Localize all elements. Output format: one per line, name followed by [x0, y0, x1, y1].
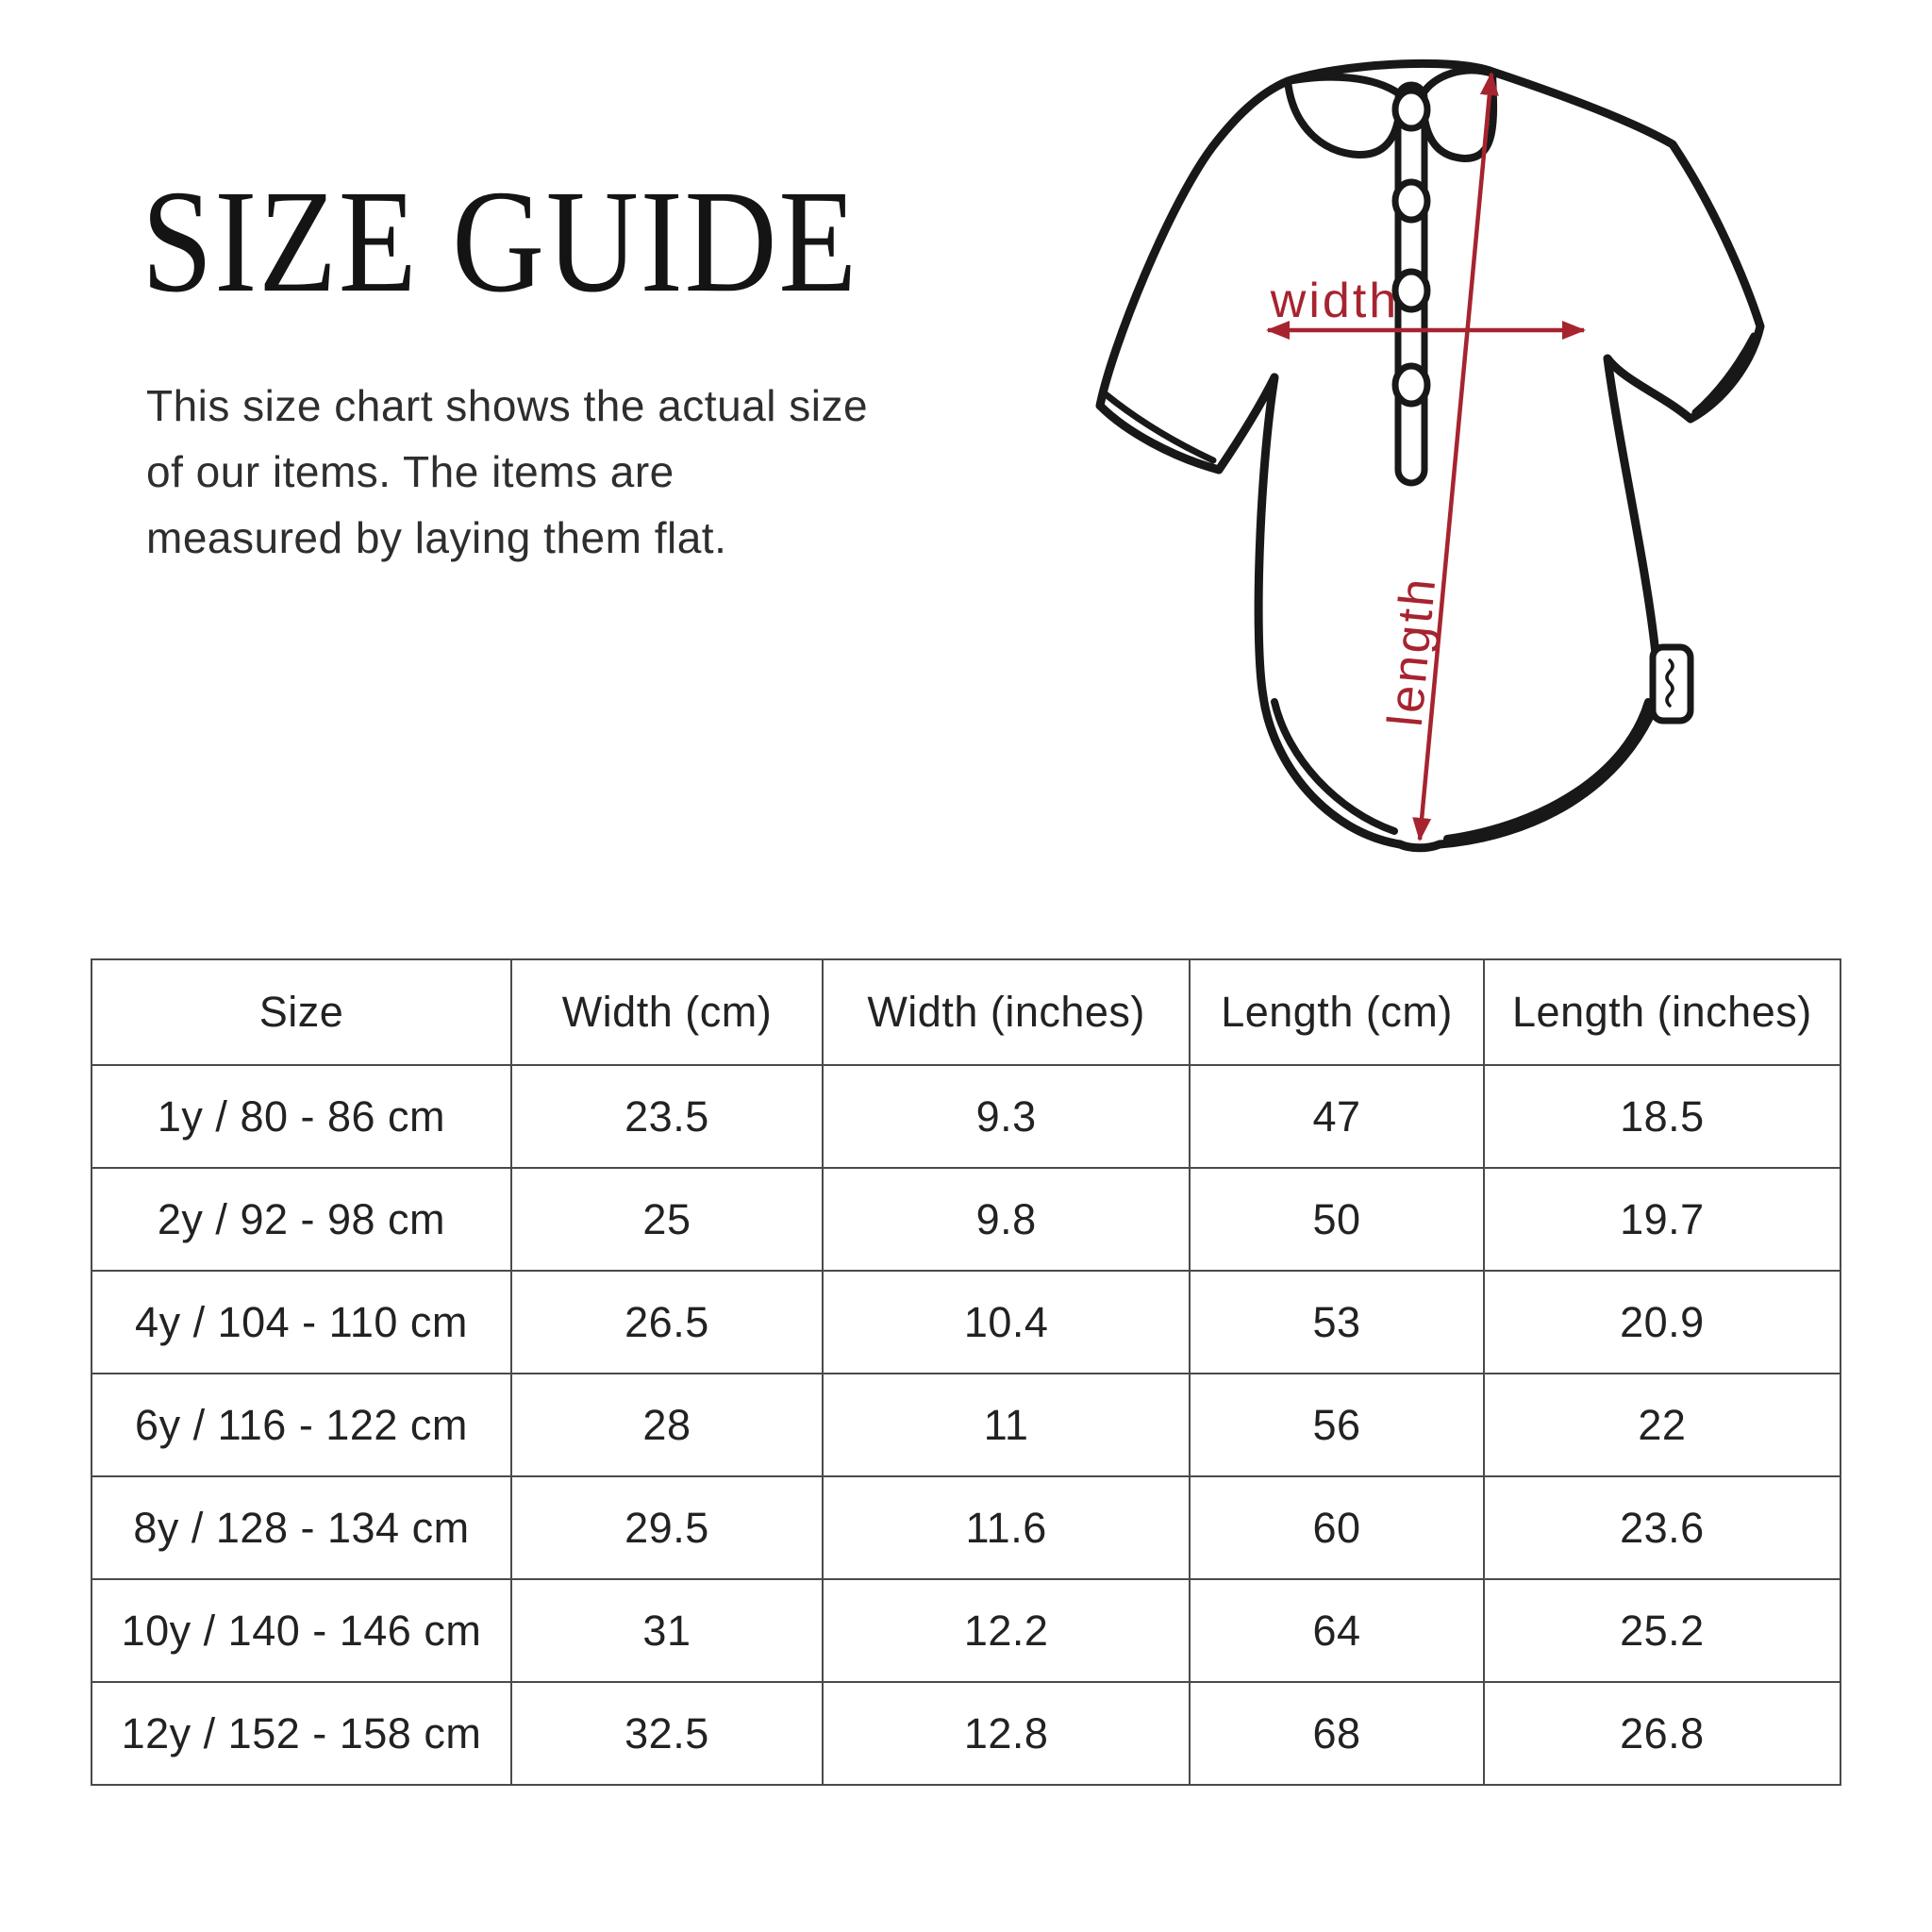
cell-length-cm: 60	[1189, 1475, 1485, 1580]
cell-width-in: 12.2	[821, 1578, 1191, 1683]
cell-length-cm: 50	[1189, 1167, 1485, 1272]
table-row: 8y / 128 - 134 cm 29.5 11.6 60 23.6	[91, 1475, 1842, 1580]
width-label: width	[1270, 274, 1399, 328]
table-row: 1y / 80 - 86 cm 23.5 9.3 47 18.5	[91, 1064, 1842, 1169]
cell-width-cm: 23.5	[509, 1064, 824, 1169]
cell-length-in: 26.8	[1482, 1681, 1842, 1786]
cell-length-cm: 68	[1189, 1681, 1485, 1786]
cell-length-in: 20.9	[1482, 1270, 1842, 1374]
cell-size: 10y / 140 - 146 cm	[91, 1578, 512, 1683]
cell-width-in: 11	[821, 1373, 1191, 1477]
cell-size: 4y / 104 - 110 cm	[91, 1270, 512, 1374]
column-header-size: Size	[91, 958, 512, 1066]
cell-width-cm: 26.5	[509, 1270, 824, 1374]
cell-length-in: 25.2	[1482, 1578, 1842, 1683]
side-tag	[1649, 643, 1694, 724]
cell-width-in: 11.6	[821, 1475, 1191, 1580]
cell-length-in: 18.5	[1482, 1064, 1842, 1169]
cell-length-cm: 53	[1189, 1270, 1485, 1374]
column-header-length-cm: Length (cm)	[1189, 958, 1485, 1066]
cell-size: 2y / 92 - 98 cm	[91, 1167, 512, 1272]
button	[1391, 268, 1431, 313]
cell-length-cm: 64	[1189, 1578, 1485, 1683]
cell-width-in: 9.8	[821, 1167, 1191, 1272]
measurement-arrows	[1266, 72, 1586, 841]
cell-length-in: 19.7	[1482, 1167, 1842, 1272]
column-header-length-inches: Length (inches)	[1482, 958, 1842, 1066]
table-row: 12y / 152 - 158 cm 32.5 12.8 68 26.8	[91, 1681, 1842, 1786]
cell-length-cm: 56	[1189, 1373, 1485, 1477]
size-table: Size Width (cm) Width (inches) Length (c…	[91, 958, 1842, 1786]
button	[1391, 87, 1431, 132]
cell-length-in: 22	[1482, 1373, 1842, 1477]
cell-size: 12y / 152 - 158 cm	[91, 1681, 512, 1786]
cell-width-in: 10.4	[821, 1270, 1191, 1374]
table-row: 6y / 116 - 122 cm 28 11 56 22	[91, 1373, 1842, 1477]
cell-length-in: 23.6	[1482, 1475, 1842, 1580]
cell-width-cm: 25	[509, 1167, 824, 1272]
cell-width-cm: 28	[509, 1373, 824, 1477]
button	[1391, 362, 1431, 408]
table-row: 4y / 104 - 110 cm 26.5 10.4 53 20.9	[91, 1270, 1842, 1374]
size-guide-title: SIZE GUIDE	[142, 159, 858, 323]
column-header-width-inches: Width (inches)	[821, 958, 1191, 1066]
size-guide-description: This size chart shows the actual size of…	[146, 381, 869, 562]
cell-width-cm: 31	[509, 1578, 824, 1683]
cell-size: 6y / 116 - 122 cm	[91, 1373, 512, 1477]
bodysuit-measurement-diagram: width length	[1095, 58, 1765, 853]
cell-size: 8y / 128 - 134 cm	[91, 1475, 512, 1580]
collar-left	[1284, 73, 1405, 159]
cell-length-cm: 47	[1189, 1064, 1485, 1169]
table-row: 10y / 140 - 146 cm 31 12.2 64 25.2	[91, 1578, 1842, 1683]
cell-width-in: 9.3	[821, 1064, 1191, 1169]
table-header-row: Size Width (cm) Width (inches) Length (c…	[91, 958, 1842, 1066]
cell-width-in: 12.8	[821, 1681, 1191, 1786]
cell-width-cm: 29.5	[509, 1475, 824, 1580]
cell-width-cm: 32.5	[509, 1681, 824, 1786]
button	[1391, 178, 1431, 224]
cell-size: 1y / 80 - 86 cm	[91, 1064, 512, 1169]
column-header-width-cm: Width (cm)	[509, 958, 824, 1066]
length-arrow	[1412, 72, 1499, 841]
table-row: 2y / 92 - 98 cm 25 9.8 50 19.7	[91, 1167, 1842, 1272]
